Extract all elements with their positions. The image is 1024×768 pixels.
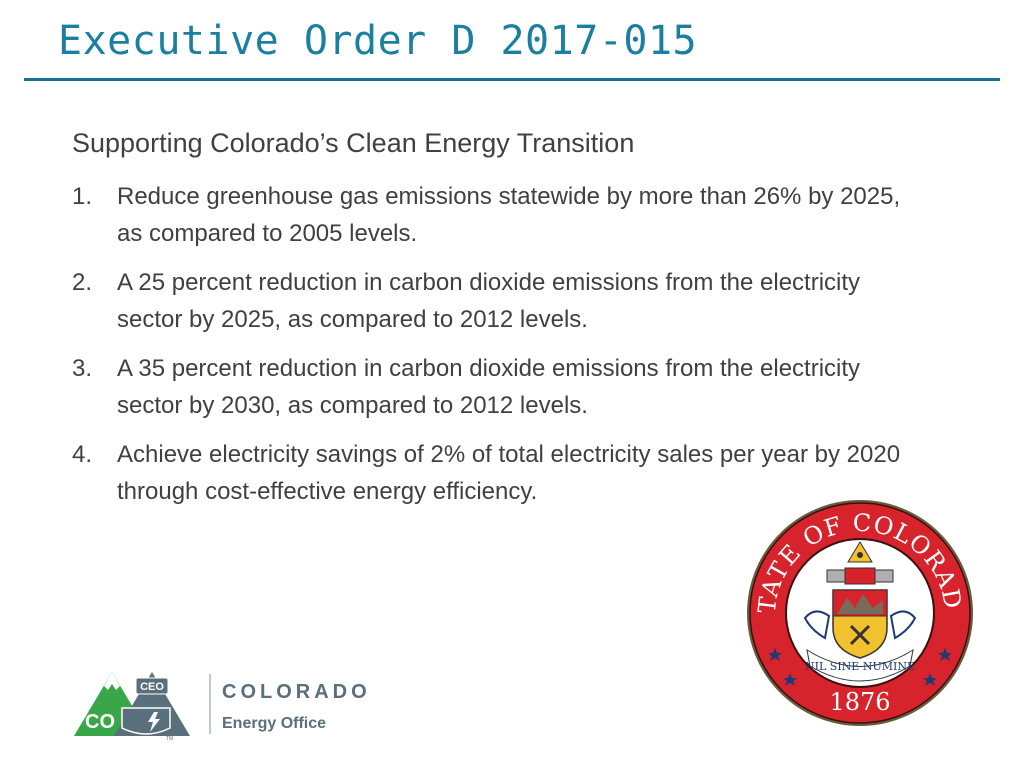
list-item-number: 4. [72, 441, 93, 468]
list-item-text: Reduce greenhouse gas emissions statewid… [117, 183, 901, 247]
list-item-number: 1. [72, 183, 93, 210]
logo-trademark: TM [166, 736, 173, 742]
logo-name: COLORADO [222, 681, 371, 703]
list-item: 4. Achieve electricity savings of 2% of t… [72, 436, 932, 510]
list-item-text: Achieve electricity savings of 2% of tot… [117, 441, 901, 505]
list-item-text: A 35 percent reduction in carbon dioxide… [117, 355, 861, 419]
slide-subtitle: Supporting Colorado’s Clean Energy Trans… [72, 128, 635, 158]
list-item-number: 2. [72, 269, 93, 296]
goals-list: 1. Reduce greenhouse gas emissions statew… [72, 178, 932, 522]
list-item: 2. A 25 percent reduction in carbon dioxi… [72, 264, 932, 338]
title-divider [24, 78, 1000, 81]
seal-motto: NIL SINE NUMINE [805, 660, 915, 673]
list-item: 1. Reduce greenhouse gas emissions statew… [72, 178, 932, 252]
logo-office: Energy Office [222, 715, 326, 732]
list-item-text: A 25 percent reduction in carbon dioxide… [117, 269, 861, 333]
list-item-number: 3. [72, 355, 93, 382]
mountain-logo-icon [74, 672, 190, 736]
seal-year: 1876 [829, 688, 890, 716]
slide-title: Executive Order D 2017-015 [58, 18, 698, 64]
colorado-state-seal: STATE OF COLORADO NIL SINE NUMINE 1876 [745, 498, 973, 726]
logo-mark-text: CO [85, 711, 115, 733]
colorado-energy-office-logo: CEO CO TM COLORADO Energy Office [74, 672, 371, 742]
logo-badge-text: CEO [140, 681, 164, 693]
list-item: 3. A 35 percent reduction in carbon dioxi… [72, 350, 932, 424]
